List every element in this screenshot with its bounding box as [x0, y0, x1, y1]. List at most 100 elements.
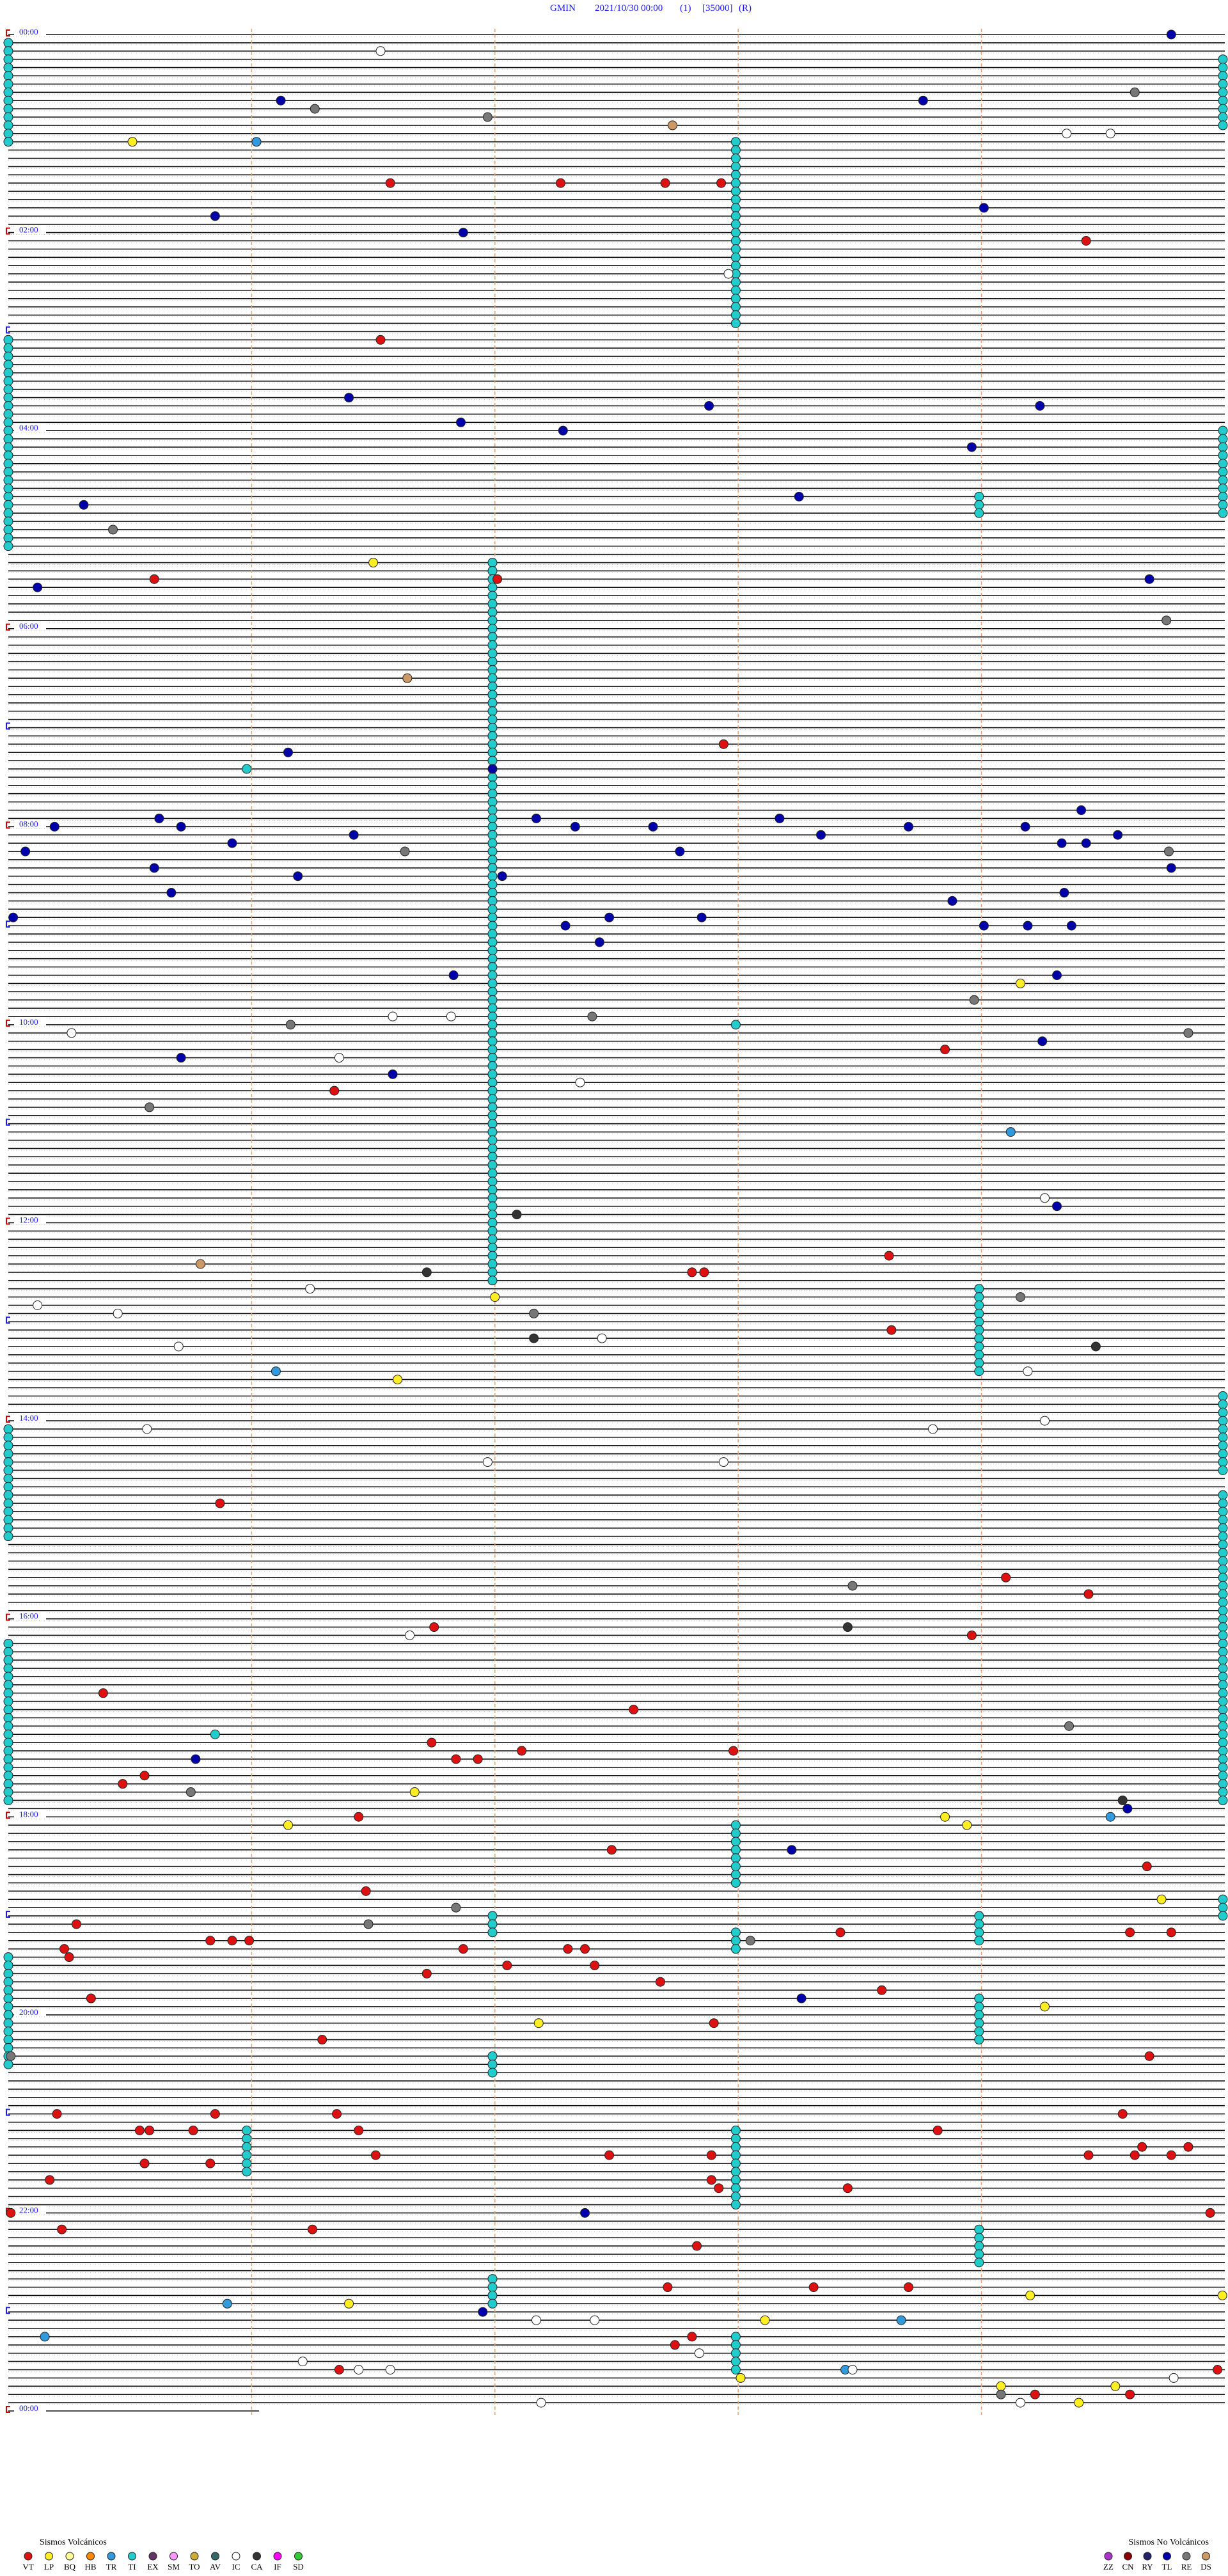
event-run-marker — [487, 2067, 498, 2078]
legend-code: AV — [210, 2562, 221, 2572]
legend-code: LP — [44, 2562, 54, 2572]
legend-code: ZZ — [1103, 2562, 1114, 2572]
event-run-marker — [3, 384, 13, 395]
event-run-marker — [3, 1671, 13, 1682]
event-marker — [458, 1944, 468, 1954]
legend-code: IC — [232, 2562, 240, 2572]
event-run-marker — [487, 970, 498, 981]
event-run-marker — [1218, 425, 1228, 436]
event-marker — [933, 2125, 943, 2135]
event-run-marker — [487, 706, 498, 716]
legend-code: RY — [1142, 2562, 1153, 2572]
event-run-marker — [3, 1515, 13, 1525]
event-run-marker — [487, 871, 498, 881]
event-marker — [556, 178, 566, 188]
event-marker — [1001, 1572, 1011, 1583]
header: GMIN 2021/10/30 00:00 (1) [35000] (R) — [550, 3, 752, 13]
event-marker — [222, 2298, 232, 2309]
event-run-marker — [3, 2010, 13, 2020]
event-run-marker — [3, 1762, 13, 1773]
event-run-marker — [1218, 1614, 1228, 1624]
event-marker — [660, 178, 670, 188]
event-run-marker — [1218, 1457, 1228, 1467]
event-marker — [1130, 87, 1140, 97]
event-marker — [1142, 1861, 1152, 1872]
event-marker — [1081, 838, 1091, 848]
event-run-marker — [1218, 1696, 1228, 1707]
event-marker — [816, 830, 826, 840]
hour-label: 12:00 — [19, 1215, 38, 1225]
legend-swatch — [107, 2552, 116, 2561]
legend: Sismos Volcánicos Sismos No Volcánicos V… — [22, 2538, 1211, 2572]
event-marker — [317, 2035, 327, 2045]
event-run-marker — [487, 1193, 498, 1203]
event-run-marker — [487, 797, 498, 807]
event-run-marker — [487, 582, 498, 592]
event-marker — [940, 1812, 950, 1822]
event-run-marker — [487, 2298, 498, 2309]
event-marker — [670, 2340, 680, 2350]
event-marker — [166, 888, 177, 898]
event-marker — [1169, 2373, 1179, 2383]
event-marker — [728, 1746, 739, 1756]
event-marker — [1183, 2142, 1193, 2152]
event-marker — [363, 1919, 374, 1929]
event-run-marker — [242, 2150, 252, 2160]
event-marker — [718, 1457, 728, 1467]
event-run-marker — [730, 1845, 741, 1855]
event-marker — [1030, 2389, 1040, 2399]
event-run-marker — [487, 1226, 498, 1236]
event-run-marker — [730, 1820, 741, 1830]
event-marker — [1105, 1812, 1115, 1822]
event-run-marker — [3, 491, 13, 502]
event-run-marker — [487, 954, 498, 964]
event-marker — [1023, 921, 1033, 931]
event-run-marker — [487, 590, 498, 601]
event-run-marker — [1218, 491, 1228, 502]
event-marker — [1090, 1341, 1101, 1352]
event-marker — [1156, 1894, 1167, 1904]
legend-swatch — [65, 2552, 74, 2561]
legend-swatch — [294, 2552, 303, 2561]
event-marker — [490, 1292, 500, 1302]
event-run-marker — [1218, 1606, 1228, 1616]
event-marker — [1125, 2389, 1135, 2399]
legend-code: VT — [22, 2562, 33, 2572]
event-marker — [847, 2365, 858, 2375]
event-run-marker — [487, 1036, 498, 1047]
event-marker — [149, 863, 159, 873]
event-run-marker — [730, 1944, 741, 1954]
event-marker — [427, 1737, 437, 1748]
event-run-marker — [3, 1705, 13, 1715]
event-marker — [1057, 838, 1067, 848]
hour-label-bg — [14, 28, 46, 36]
event-marker — [1040, 1416, 1050, 1426]
event-marker — [940, 1045, 950, 1055]
event-marker — [478, 2307, 488, 2317]
event-marker — [760, 2315, 770, 2325]
event-run-marker — [487, 780, 498, 791]
event-run-marker — [487, 2059, 498, 2069]
event-marker — [597, 1333, 607, 1343]
event-run-marker — [3, 335, 13, 345]
event-marker — [962, 1820, 972, 1830]
hour-label: 18:00 — [19, 1809, 38, 1819]
event-run-marker — [487, 624, 498, 634]
event-marker — [385, 178, 395, 188]
event-marker — [283, 747, 293, 757]
hour-label: 08:00 — [19, 819, 38, 828]
event-run-marker — [974, 2241, 984, 2251]
event-marker — [1122, 1803, 1133, 1813]
event-marker — [210, 2109, 220, 2119]
event-run-marker — [487, 558, 498, 568]
event-run-marker — [3, 1465, 13, 1475]
event-marker — [587, 1011, 597, 1022]
event-run-marker — [730, 2365, 741, 2375]
event-marker — [775, 813, 785, 823]
event-marker — [1166, 2150, 1176, 2160]
hour-bracket — [6, 2108, 10, 2116]
event-run-marker — [3, 2018, 13, 2028]
event-marker — [1166, 29, 1176, 40]
event-run-marker — [974, 2018, 984, 2028]
legend-swatch — [1104, 2552, 1113, 2561]
